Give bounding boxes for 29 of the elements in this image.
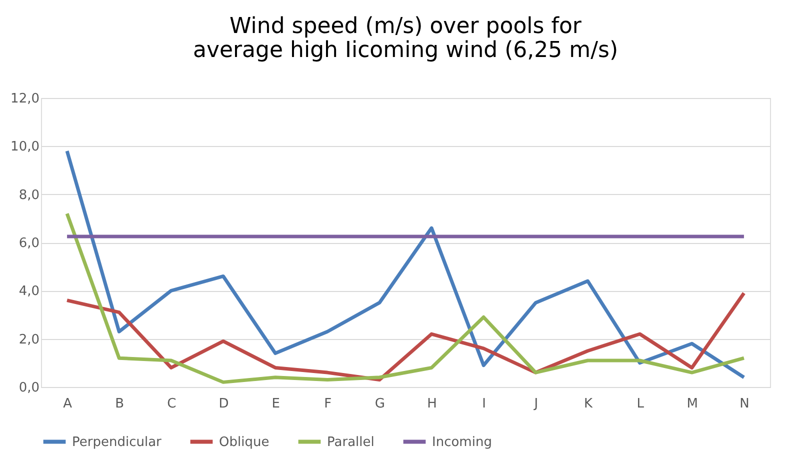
x-tick-label: H (427, 396, 437, 412)
x-tick-label: D (218, 396, 229, 412)
y-tick-label: 8,0 (18, 188, 40, 203)
line-series (65, 291, 746, 382)
y-tick-label: 12,0 (10, 92, 40, 106)
x-tick-label: E (272, 396, 280, 412)
y-tick-label: 0,0 (18, 380, 40, 396)
x-tick-label: A (63, 396, 72, 412)
x-tick-label: M (686, 396, 698, 412)
x-tick-label: N (740, 396, 750, 412)
x-tick-label: B (115, 396, 124, 412)
chart-title: Wind speed (m/s) over pools for average high Iicoming wind (6,25 m/s) (192, 14, 618, 63)
x-tick-label: K (584, 396, 593, 412)
line-series (65, 212, 746, 384)
y-tick-label: 6,0 (18, 236, 40, 251)
x-tick-label: J (533, 396, 538, 412)
legend-label: Oblique (219, 434, 270, 450)
legend-label: Parallel (327, 434, 374, 450)
x-tick-label: G (374, 396, 386, 412)
x-tick-label: I (482, 396, 486, 412)
x-tick-label: L (636, 396, 645, 412)
y-tick-label: 4,0 (18, 284, 40, 300)
legend-label: Incoming (432, 434, 492, 450)
y-tick-label: 2,0 (18, 332, 40, 348)
legend-label: Perpendicular (72, 434, 162, 450)
line-series (65, 149, 746, 380)
x-tick-label: C (167, 396, 176, 412)
y-tick-label: 10,0 (10, 140, 40, 155)
x-tick-label: F (324, 396, 332, 412)
